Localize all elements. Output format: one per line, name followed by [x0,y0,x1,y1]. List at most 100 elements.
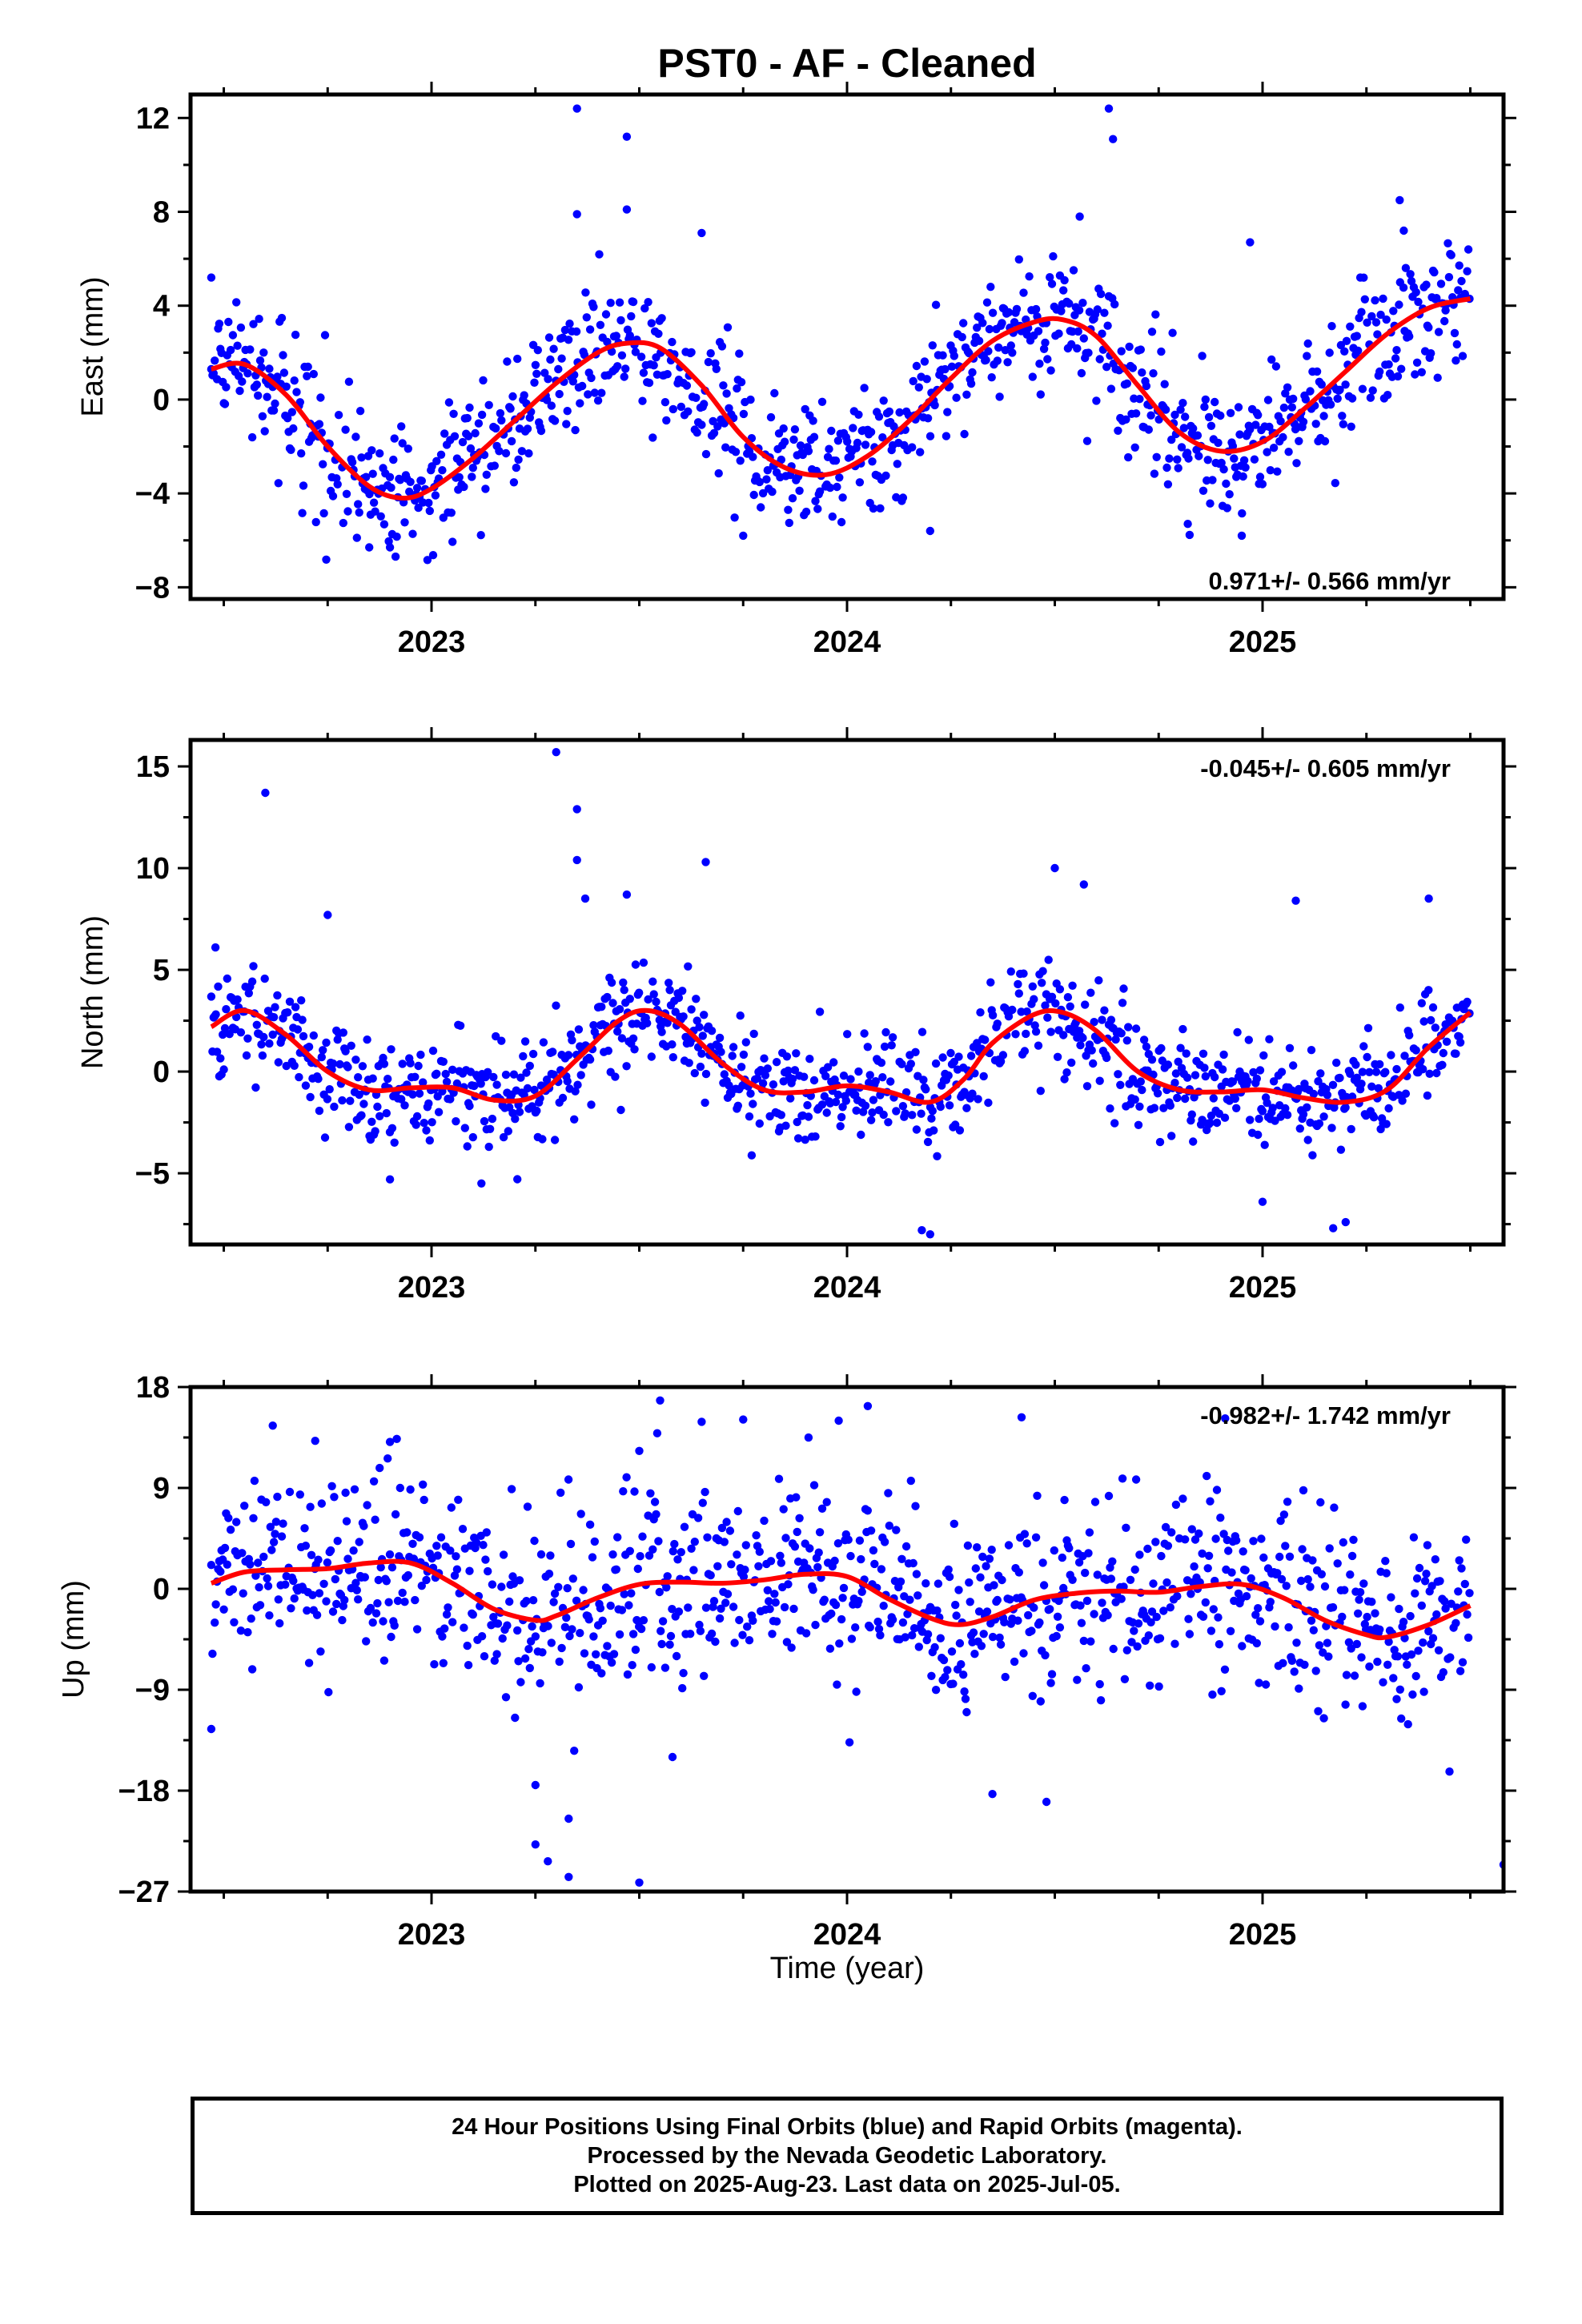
data-point [1068,981,1077,991]
data-point [1122,1646,1132,1655]
data-point [647,1663,656,1672]
y-tick-label: 10 [136,852,170,886]
data-point [208,1649,217,1659]
data-point [906,1059,916,1068]
data-point [603,1642,612,1651]
data-point [1414,1647,1423,1655]
data-point [668,1040,677,1049]
data-point [656,1396,665,1405]
data-point [738,1630,747,1639]
data-point [668,1605,677,1614]
data-point [1335,1073,1344,1083]
data-point [649,361,658,370]
data-point [319,1579,328,1589]
data-point [1066,1002,1074,1011]
data-point [1405,332,1414,341]
data-point [1225,490,1234,499]
data-point [1063,993,1073,1002]
data-point [640,304,649,313]
data-point [679,1669,688,1678]
data-point [1367,1598,1376,1606]
data-point [833,482,841,492]
data-point [382,1108,391,1118]
data-point [488,1580,497,1589]
data-point [709,1597,719,1606]
data-point [1147,328,1157,336]
data-point [619,978,628,987]
data-point [265,1611,274,1620]
data-point [1138,368,1146,377]
data-point [1022,1539,1031,1548]
data-point [919,1076,928,1084]
data-point [222,383,231,392]
data-point [283,1008,292,1017]
data-point [957,1660,966,1669]
data-point [452,1552,460,1561]
data-point [1190,1093,1199,1102]
data-point [1368,386,1377,395]
data-point [700,400,709,408]
data-point [1399,283,1408,292]
data-point [1371,296,1379,305]
data-point [1289,1061,1298,1070]
data-point [1360,295,1370,304]
data-point [1185,1630,1195,1638]
data-point [988,1790,997,1799]
data-point [1068,1575,1077,1585]
data-point [560,325,570,335]
data-point [1178,1024,1187,1034]
data-point [1157,347,1166,356]
data-point [564,336,573,344]
data-point [415,1533,424,1542]
data-point [589,1021,598,1030]
data-point [1349,1535,1358,1545]
data-point [1204,1551,1214,1561]
data-point [896,1577,905,1586]
data-point [323,1558,332,1567]
data-point [1030,995,1038,1003]
data-point [789,435,798,444]
data-point [869,504,878,513]
data-point [663,1019,672,1027]
data-point [1234,403,1243,412]
data-point [668,337,677,347]
data-point [1309,1626,1319,1634]
data-point [584,390,592,399]
data-point [746,395,755,404]
data-point [1195,1529,1203,1538]
data-point [888,1033,897,1042]
data-point [921,1579,930,1588]
data-point [338,1096,347,1105]
data-point [255,1601,265,1610]
data-point [479,376,488,385]
data-point [549,1598,558,1606]
data-point [390,1621,399,1630]
data-point [747,1151,757,1160]
data-point [998,1575,1006,1585]
data-point [1285,1552,1295,1562]
data-point [263,392,271,401]
plot-frame [188,1385,1506,1894]
data-point [905,1595,914,1604]
data-point [254,1558,263,1567]
data-point [868,1108,877,1117]
data-point [793,1134,803,1143]
data-point [692,393,701,402]
data-point [1464,1633,1473,1642]
data-point [417,476,426,485]
data-point [224,317,233,327]
y-tick-label: 18 [136,1371,170,1405]
data-point [492,1080,501,1089]
data-point [1374,1084,1383,1093]
data-point [211,1600,220,1609]
data-point [555,389,564,399]
data-point [1452,340,1462,349]
data-point [1246,238,1255,247]
data-point [761,1071,770,1080]
data-point [1340,1586,1349,1594]
data-point [620,1590,628,1598]
data-point [968,1089,977,1098]
data-point [416,1050,425,1059]
data-point [300,1524,309,1533]
